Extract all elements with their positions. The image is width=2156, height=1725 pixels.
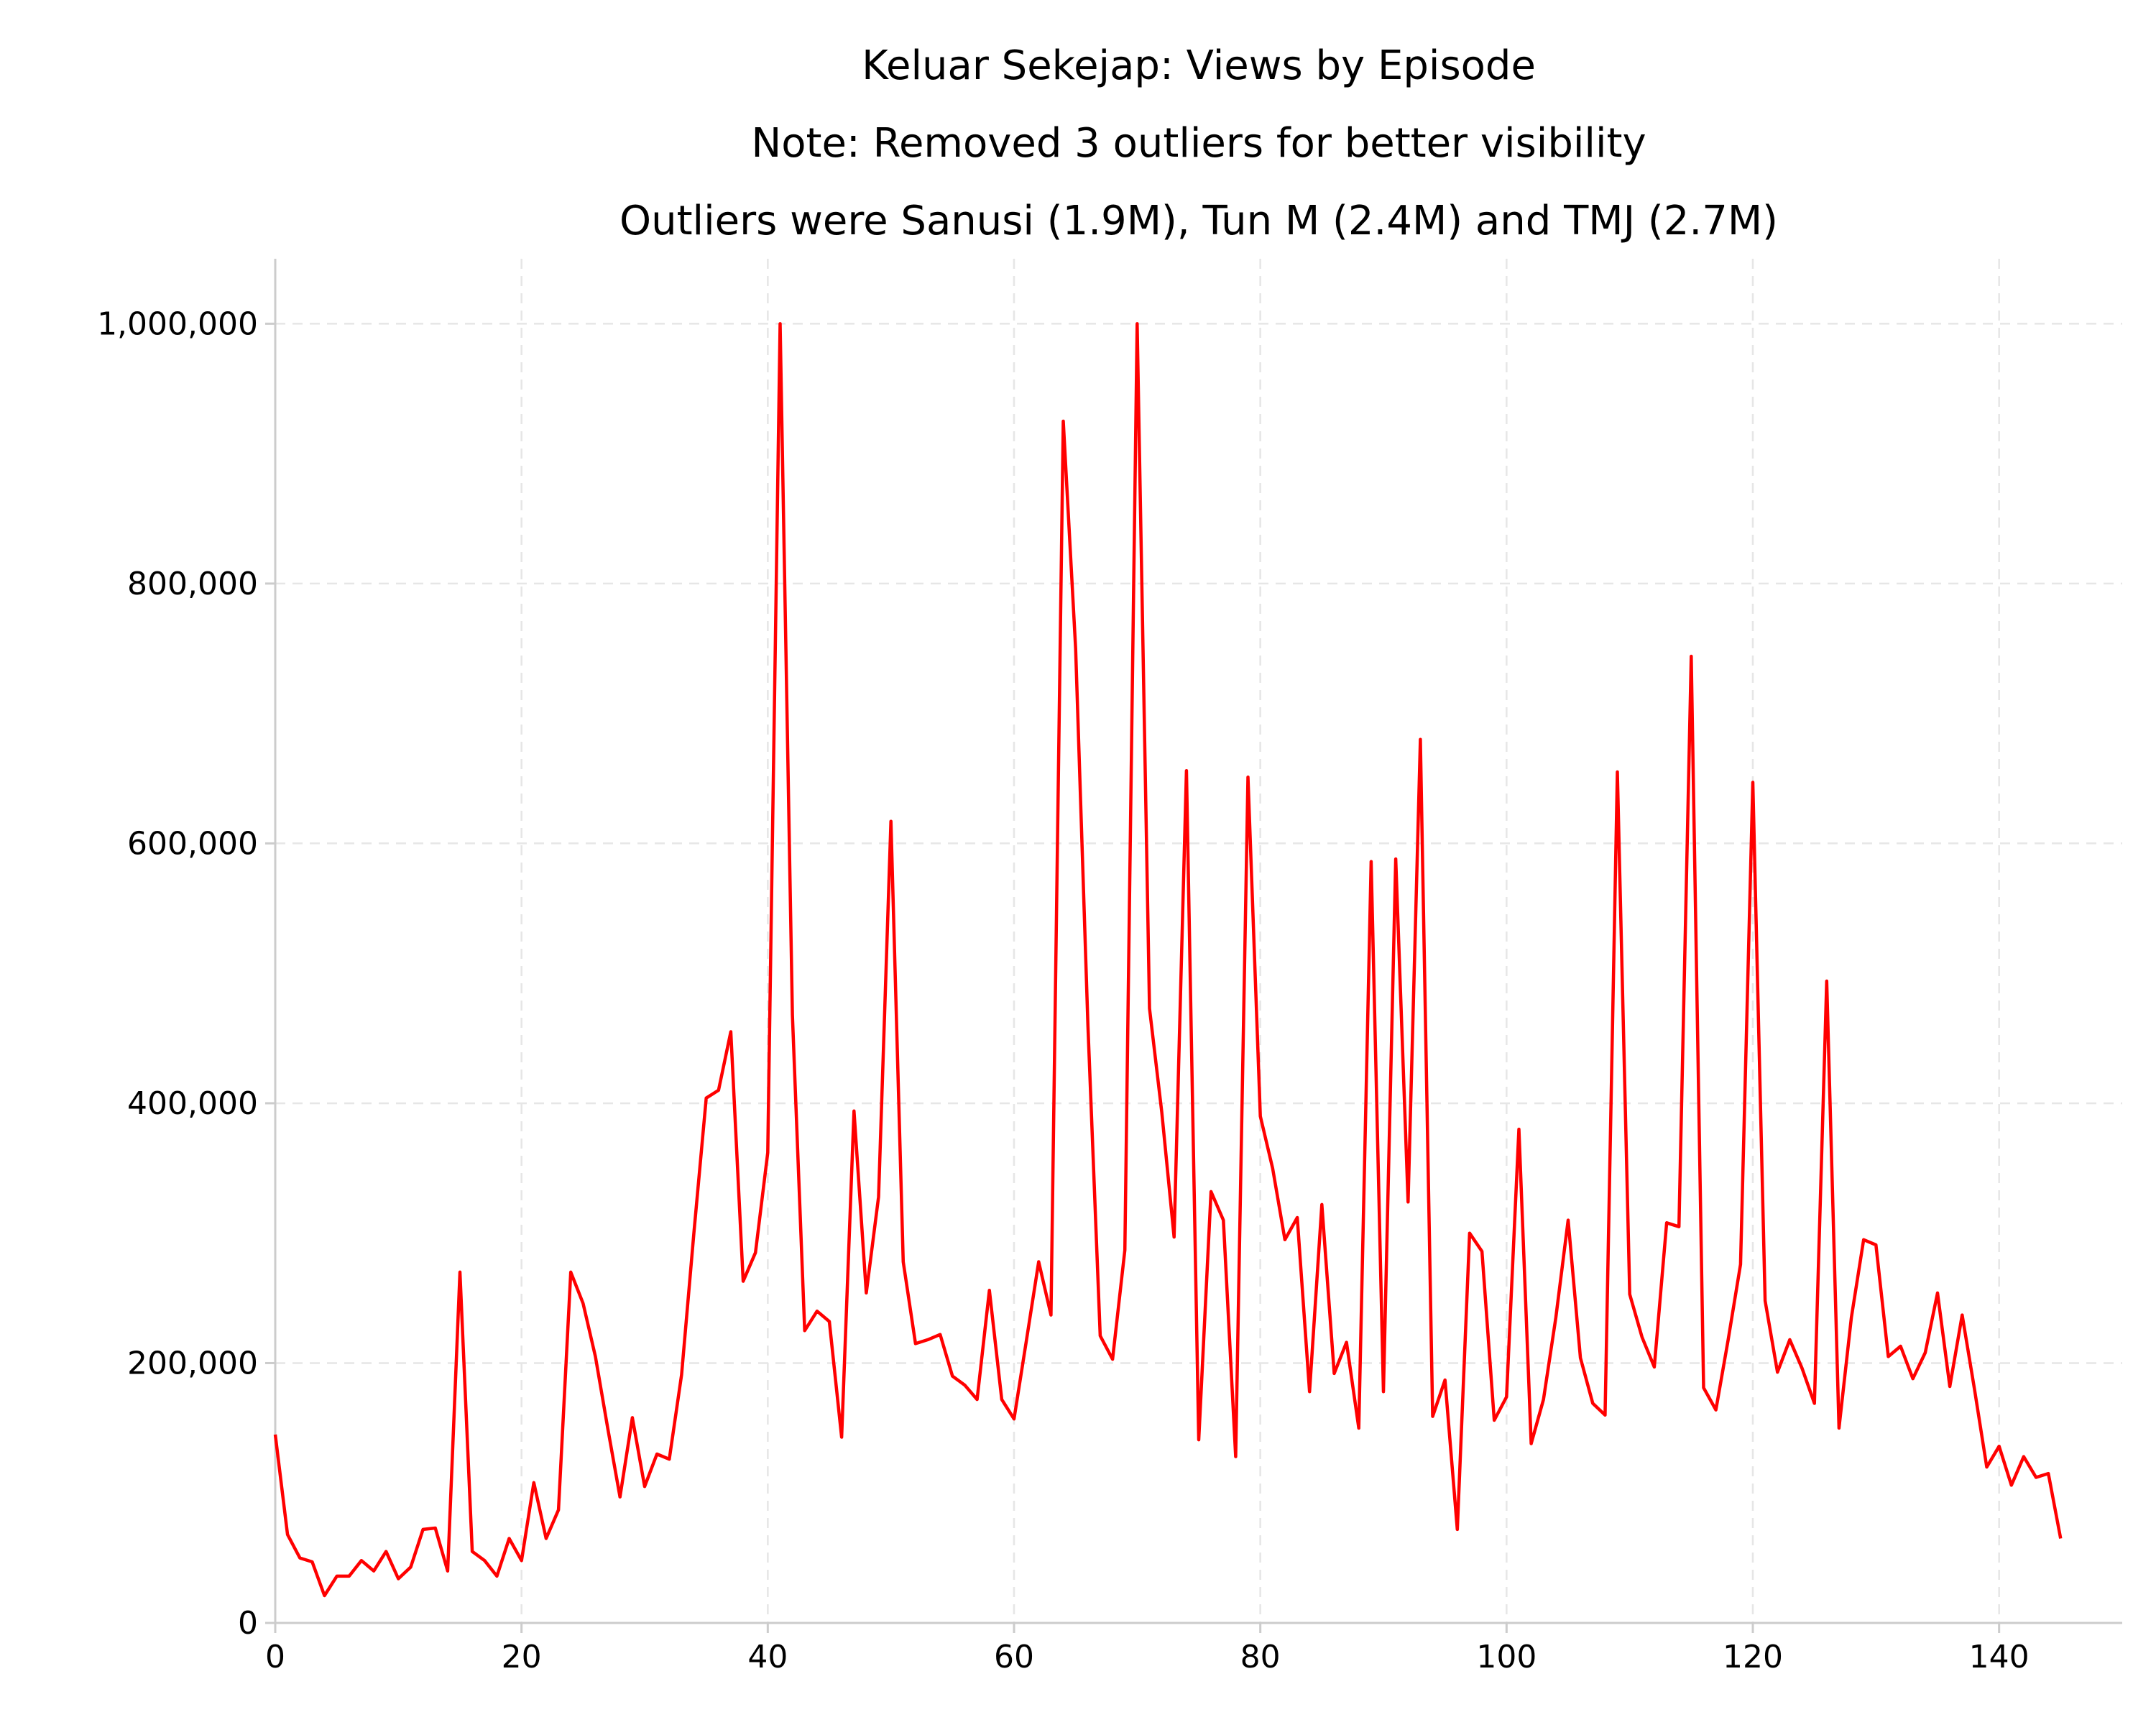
y-tick-label-0: 0	[238, 1605, 258, 1642]
x-tick-label-120: 120	[1723, 1639, 1783, 1675]
chart-titles: Keluar Sekejap: Views by Episode Note: R…	[619, 42, 1778, 244]
x-tick-label-20: 20	[502, 1639, 542, 1675]
y-tick-label-600000: 600,000	[127, 825, 258, 862]
y-tick-label-200000: 200,000	[127, 1345, 258, 1381]
y-tick-label-1000000: 1,000,000	[97, 305, 258, 342]
series-line-0	[273, 322, 2063, 1598]
x-tick-label-80: 80	[1240, 1639, 1281, 1675]
series-views	[273, 322, 2063, 1598]
tick-labels: 0 20 40 60 80 100 120 140 0 200,000 400,000 600,000…	[97, 305, 2030, 1675]
chart-title: Keluar Sekejap: Views by Episode	[862, 42, 1536, 89]
x-tick-label-40: 40	[747, 1639, 788, 1675]
chart-subtitle-outliers: Outliers were Sanusi (1.9M), Tun M (2.4M…	[619, 198, 1778, 244]
x-tick-label-140: 140	[1969, 1639, 2030, 1675]
y-tick-label-400000: 400,000	[127, 1085, 258, 1122]
x-tick-label-100: 100	[1476, 1639, 1537, 1675]
chart-subtitle-note: Note: Removed 3 outliers for better visi…	[751, 120, 1646, 167]
y-tick-label-800000: 800,000	[127, 566, 258, 602]
x-tick-label-60: 60	[994, 1639, 1034, 1675]
axes	[274, 259, 2122, 1624]
x-tick-label-0: 0	[265, 1639, 285, 1675]
